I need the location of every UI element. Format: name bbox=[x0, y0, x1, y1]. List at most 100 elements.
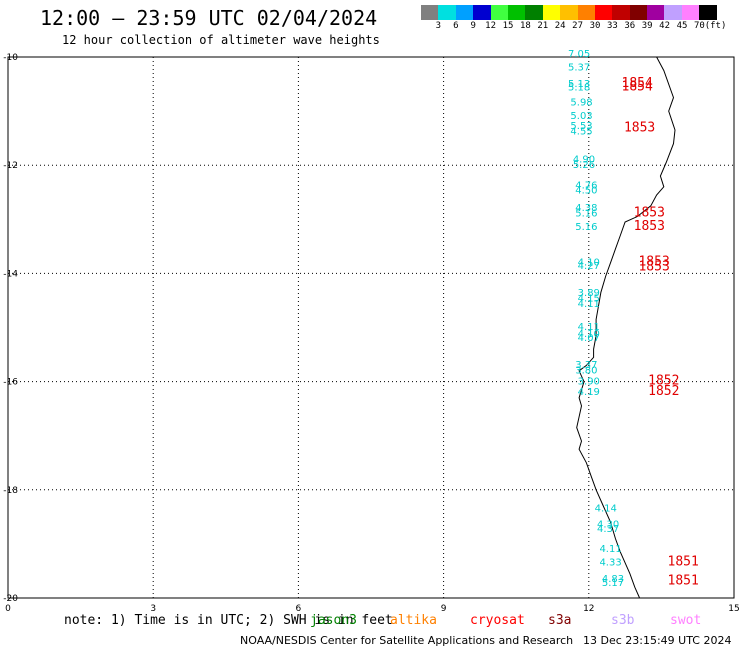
swh-label: 4.76 bbox=[575, 180, 597, 191]
swh-label: 4.14 bbox=[595, 503, 617, 514]
satellite-s3a: s3a bbox=[548, 613, 572, 628]
swh-label: 3.37 bbox=[575, 360, 597, 371]
swh-label: 5.17 bbox=[602, 578, 624, 589]
swh-label: 4.11 bbox=[578, 299, 600, 310]
satellite-jason3: jason3 bbox=[310, 613, 357, 628]
swh-label: 4.15 bbox=[578, 294, 600, 305]
swh-label: 4.10 bbox=[578, 329, 600, 340]
scale-unit: (ft) bbox=[704, 21, 727, 31]
scale-swatch bbox=[560, 5, 578, 20]
swh-label: 5.18 bbox=[568, 83, 590, 94]
swh-label: 5.03 bbox=[570, 111, 592, 122]
scale-label: 15 bbox=[502, 21, 514, 31]
satellite-s3b: s3b bbox=[611, 613, 635, 628]
x-tick-label: 9 bbox=[441, 604, 447, 614]
swh-label: 4.07 bbox=[578, 333, 600, 344]
swh-label: 4.38 bbox=[575, 203, 597, 214]
footer-note: note: 1) Time is in UTC; 2) SWH is in fe… bbox=[64, 613, 393, 628]
scale-label: 6 bbox=[453, 21, 459, 31]
swh-label: 5.98 bbox=[570, 98, 592, 109]
y-tick-label: -14 bbox=[3, 269, 18, 279]
swh-label: 4.83 bbox=[602, 574, 624, 585]
scale-swatch bbox=[681, 5, 700, 20]
scale-label: 30 bbox=[589, 21, 601, 31]
y-tick-label: -12 bbox=[3, 161, 18, 171]
scale-label: 33 bbox=[606, 21, 618, 31]
scale-swatch bbox=[664, 5, 682, 20]
generation-timestamp: 13 Dec 23:15:49 UTC 2024 bbox=[583, 634, 732, 647]
swh-label: 4.33 bbox=[599, 558, 621, 569]
swh-label: 4.90 bbox=[573, 154, 595, 165]
pass-label: 1853 bbox=[634, 219, 665, 234]
pass-label: 1852 bbox=[648, 373, 679, 388]
scale-swatch bbox=[525, 5, 543, 20]
y-tick-label: -10 bbox=[3, 53, 18, 63]
scale-swatch bbox=[629, 5, 648, 20]
x-tick-label: 6 bbox=[296, 604, 302, 614]
satellite-altika: altika bbox=[390, 613, 437, 628]
swh-label: 5.16 bbox=[575, 209, 597, 220]
swh-label: 5.26 bbox=[573, 160, 595, 171]
scale-label: 18 bbox=[519, 21, 531, 31]
scale-label: 42 bbox=[659, 21, 670, 31]
scale-swatch bbox=[542, 5, 561, 20]
scale-swatch bbox=[473, 5, 491, 20]
scale-swatch bbox=[455, 5, 474, 20]
x-tick-label: 12 bbox=[583, 604, 594, 614]
pass-label: 1854 bbox=[622, 80, 653, 95]
swh-label: 4.11 bbox=[578, 322, 600, 333]
swh-label: 4.30 bbox=[597, 520, 619, 531]
scale-label: 45 bbox=[676, 21, 688, 31]
scale-label: 36 bbox=[624, 21, 636, 31]
pass-label: 1851 bbox=[668, 555, 699, 570]
color-scale bbox=[421, 5, 717, 21]
credit-text: NOAA/NESDIS Center for Satellite Applica… bbox=[240, 634, 574, 647]
satellite-cryosat: cryosat bbox=[470, 613, 525, 628]
swh-label: 4.55 bbox=[570, 126, 592, 137]
scale-swatch bbox=[699, 5, 717, 20]
scale-label: 70 bbox=[693, 21, 705, 31]
y-tick-label: -16 bbox=[3, 378, 18, 388]
swh-label: 5.53 bbox=[570, 121, 592, 132]
y-tick-label: -20 bbox=[3, 594, 18, 604]
y-tick-label: -18 bbox=[3, 486, 18, 496]
satellite-swot: swot bbox=[670, 613, 702, 628]
plot-subtitle: 12 hour collection of altimeter wave hei… bbox=[62, 33, 380, 47]
scale-swatch bbox=[647, 5, 665, 20]
x-tick-label: 3 bbox=[150, 604, 156, 614]
scale-label: 27 bbox=[572, 21, 583, 31]
plot-title: 12:00 – 23:59 UTC 02/04/2024 bbox=[40, 6, 378, 30]
scale-label: 39 bbox=[641, 21, 653, 31]
map-frame bbox=[7, 56, 735, 599]
x-tick-label: 0 bbox=[5, 604, 11, 614]
scale-swatch bbox=[507, 5, 526, 20]
swh-label: 7.05 bbox=[568, 49, 590, 60]
swh-label: 4.50 bbox=[575, 185, 597, 196]
pass-label: 1852 bbox=[648, 384, 679, 399]
swh-label: 4.10 bbox=[578, 257, 600, 268]
swh-label: 4.27 bbox=[578, 261, 600, 272]
x-tick-label: 15 bbox=[728, 604, 739, 614]
swh-label: 3.89 bbox=[578, 288, 600, 299]
swh-label: 3.80 bbox=[575, 365, 597, 376]
scale-swatch bbox=[421, 5, 439, 20]
pass-label: 1853 bbox=[624, 121, 655, 136]
scale-label: 24 bbox=[554, 21, 566, 31]
pass-label: 1853 bbox=[634, 206, 665, 221]
scale-swatch bbox=[612, 5, 630, 20]
scale-label: 3 bbox=[435, 21, 442, 31]
swh-label: 5.13 bbox=[568, 79, 590, 90]
swh-label: 4.37 bbox=[597, 524, 619, 535]
swh-label: 4.11 bbox=[599, 544, 621, 555]
pass-label: 1851 bbox=[668, 573, 699, 588]
coastline bbox=[576, 56, 676, 599]
pass-label: 1854 bbox=[622, 76, 653, 91]
pass-label: 1853 bbox=[638, 260, 669, 275]
swh-label: 3.90 bbox=[578, 376, 600, 387]
pass-label: 1853 bbox=[638, 254, 669, 269]
scale-label: 21 bbox=[537, 21, 549, 31]
swh-label: 5.37 bbox=[568, 63, 590, 74]
scale-swatch bbox=[438, 5, 456, 20]
scale-swatch bbox=[577, 5, 595, 20]
